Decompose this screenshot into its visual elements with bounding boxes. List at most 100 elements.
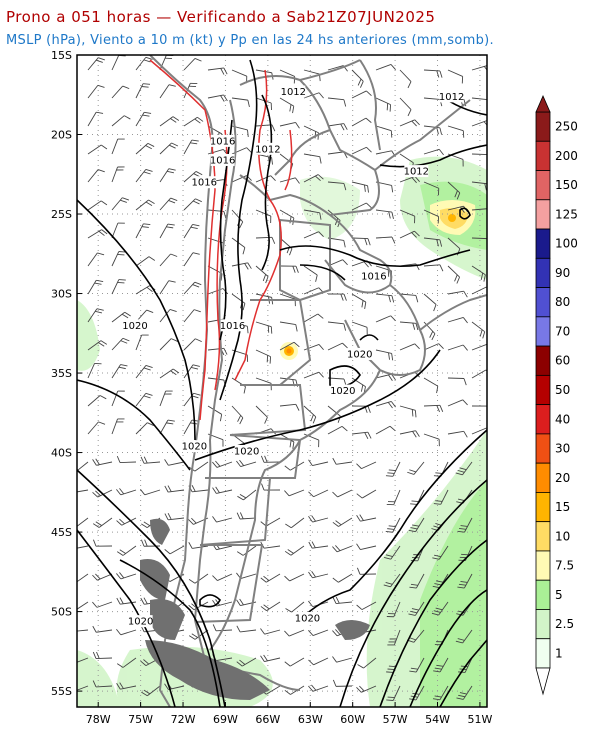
wind-barb bbox=[327, 181, 344, 184]
wind-barb bbox=[375, 97, 391, 106]
colorbar-label: 100 bbox=[555, 237, 578, 251]
wind-barb bbox=[375, 425, 391, 435]
isobar-label: 1020 bbox=[128, 617, 153, 628]
wind-barb-flag bbox=[357, 664, 364, 669]
wind-barb bbox=[231, 209, 244, 223]
wind-barb-flag bbox=[146, 286, 153, 292]
wind-barb-flag bbox=[95, 310, 103, 314]
wind-barb-flag bbox=[140, 456, 145, 464]
wind-barb-flag bbox=[119, 597, 124, 604]
wind-barb bbox=[464, 657, 473, 673]
wind-barb bbox=[241, 657, 257, 667]
wind-barb bbox=[447, 125, 464, 132]
wind-barb-flag bbox=[343, 99, 347, 107]
wind-barb-flag bbox=[356, 567, 361, 575]
wind-barb-flag bbox=[289, 440, 292, 448]
wind-barb bbox=[415, 657, 425, 673]
wind-barb bbox=[255, 349, 271, 358]
wind-barb bbox=[215, 629, 233, 632]
wind-barb-flag bbox=[264, 455, 268, 463]
wind-barb-flag bbox=[343, 293, 347, 301]
wind-barb bbox=[231, 175, 247, 183]
wind-barb bbox=[77, 601, 89, 610]
wind-barb-flag bbox=[141, 691, 148, 697]
wind-barb-flag bbox=[260, 628, 265, 635]
wind-barb bbox=[303, 287, 319, 295]
isobar-label-bg bbox=[220, 319, 245, 332]
wind-barb-flag bbox=[220, 95, 225, 102]
wind-barb-flag bbox=[319, 212, 322, 220]
wind-barb bbox=[338, 517, 353, 527]
wind-barb bbox=[399, 230, 415, 239]
wind-barb-flag bbox=[168, 280, 176, 283]
wind-barb-flag bbox=[433, 670, 441, 673]
wind-barb-flag bbox=[479, 329, 483, 337]
precip-colorbar: 250 200 150 125 100 90 80 70 60 50 40 30 20 15 10 7.5 5 2… bbox=[535, 95, 578, 696]
wind-barb-flag bbox=[101, 229, 108, 235]
wind-barb-flag bbox=[390, 315, 396, 322]
wind-barb bbox=[303, 313, 319, 323]
wind-barb bbox=[96, 629, 113, 633]
wind-barb-flag bbox=[318, 344, 324, 351]
wind-barb-flag bbox=[284, 689, 291, 695]
wind-barb bbox=[207, 149, 224, 155]
wind-barb bbox=[393, 629, 401, 646]
isobars bbox=[77, 59, 487, 707]
wind-barb bbox=[121, 517, 137, 526]
wind-barb bbox=[111, 85, 124, 99]
wind-barb-flag bbox=[284, 550, 292, 556]
wind-barb-flag bbox=[311, 541, 316, 548]
wind-barb bbox=[135, 334, 143, 351]
wind-barb-flag bbox=[457, 469, 465, 473]
wind-barb-flag bbox=[191, 366, 199, 370]
isobar-label-bg bbox=[255, 142, 280, 155]
wind-barb-flag bbox=[434, 583, 442, 586]
wind-barb-flag bbox=[236, 551, 244, 556]
wind-barb-flag bbox=[460, 525, 468, 527]
lat-tick-label: 15S bbox=[51, 49, 72, 62]
wind-barb-flag bbox=[223, 211, 227, 219]
isobar-label: 1020 bbox=[330, 386, 355, 397]
wind-barb-flag bbox=[488, 406, 490, 413]
wind-barb-flag bbox=[295, 177, 300, 184]
wind-barb bbox=[399, 430, 416, 435]
colorbar-label: 40 bbox=[555, 412, 570, 426]
wind-barb-flag bbox=[308, 516, 313, 523]
wind-barb-flag bbox=[96, 279, 104, 282]
wind-barb bbox=[231, 262, 248, 267]
wind-barb-flag bbox=[195, 171, 203, 176]
wind-barb-flag bbox=[289, 248, 293, 256]
wind-barb-flag bbox=[295, 266, 299, 273]
wind-barb bbox=[194, 573, 209, 584]
wind-barb-flag bbox=[236, 512, 241, 520]
wind-barb-flag bbox=[92, 574, 98, 581]
wind-barb-flag bbox=[246, 147, 252, 153]
wind-barb-flag bbox=[271, 124, 276, 132]
wind-barb bbox=[194, 461, 209, 472]
wind-barb-flag bbox=[239, 598, 244, 606]
wind-barb-flag bbox=[311, 571, 316, 578]
wind-barb-flag bbox=[263, 654, 268, 662]
wind-barb-flag bbox=[459, 467, 467, 471]
wind-barb bbox=[312, 461, 329, 467]
wind-barb-flag bbox=[289, 216, 292, 224]
wind-barb-flag bbox=[164, 513, 169, 520]
wind-barb bbox=[375, 150, 392, 155]
wind-barb bbox=[183, 58, 196, 71]
isobar-label: 1016 bbox=[192, 178, 217, 189]
wind-barb-flag bbox=[117, 253, 125, 256]
wind-barb bbox=[77, 629, 89, 632]
wind-barb bbox=[243, 489, 257, 501]
wind-barb bbox=[363, 657, 377, 669]
wind-barb bbox=[375, 125, 392, 132]
wind-barb-flag bbox=[92, 523, 100, 528]
wind-barb bbox=[77, 657, 89, 663]
wind-barb-flag bbox=[361, 300, 364, 308]
wind-barb-flag bbox=[147, 142, 155, 147]
wind-barb bbox=[438, 601, 449, 616]
wind-barb bbox=[242, 545, 257, 556]
wind-barb bbox=[279, 341, 295, 351]
wind-barb-flag bbox=[436, 127, 439, 135]
wind-barb-flag bbox=[389, 425, 396, 432]
colorbar-label: 7.5 bbox=[555, 559, 574, 573]
